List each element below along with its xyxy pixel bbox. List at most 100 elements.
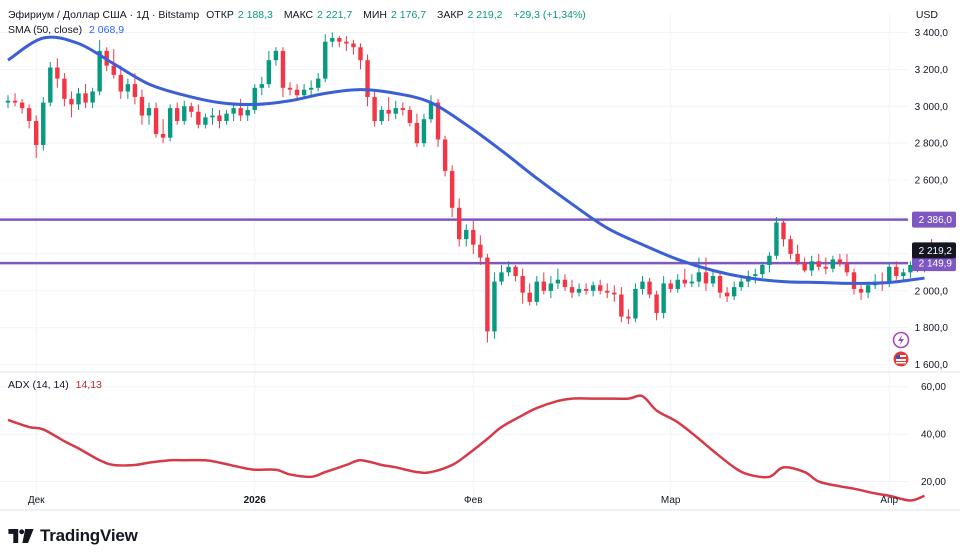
- candle-body: [19, 102, 25, 109]
- candle-body: [118, 74, 123, 92]
- candle: [541, 272, 546, 295]
- candle-body: [351, 43, 356, 48]
- candle: [330, 32, 335, 48]
- brand-name: TradingView: [40, 526, 138, 545]
- candle: [767, 252, 772, 273]
- candle-body: [175, 108, 180, 122]
- sma-label[interactable]: SMA (50, close): [8, 24, 83, 36]
- candle: [837, 253, 843, 267]
- candle: [492, 272, 497, 339]
- adx-label[interactable]: ADX (14, 14): [8, 379, 69, 391]
- candle: [901, 268, 906, 280]
- candle-body: [344, 41, 349, 44]
- candle: [55, 58, 60, 88]
- candle: [774, 216, 779, 260]
- candle: [809, 255, 814, 277]
- price-tick-label: 1 800,0: [915, 323, 949, 334]
- price-axis[interactable]: 1 600,0 1 800,0 2 000,0 2 600,0 2 800,0 3 000…: [915, 28, 949, 371]
- candle: [90, 87, 95, 109]
- high-value: 2 221,7: [317, 9, 353, 21]
- candle: [739, 276, 744, 291]
- candle: [844, 253, 850, 277]
- candle-body: [703, 272, 709, 284]
- candle: [41, 97, 46, 151]
- candle-body: [407, 109, 413, 123]
- currency-label[interactable]: USD: [915, 9, 938, 21]
- tradingview-logo[interactable]: TradingView: [8, 526, 138, 546]
- candle: [555, 268, 561, 289]
- candle: [442, 135, 448, 177]
- low-label: МИН: [363, 9, 388, 21]
- candle-body: [506, 266, 511, 273]
- price-tick-label: 1 600,0: [915, 360, 949, 371]
- candle: [414, 113, 420, 147]
- adx-axis[interactable]: 20,00 40,00 60,00: [921, 382, 946, 488]
- level-price-label-text: 2 386,0: [919, 215, 953, 226]
- sma-legend[interactable]: SMA (50, close) 2 068,9: [8, 24, 128, 36]
- adx-tick-label: 20,00: [921, 477, 946, 488]
- candle: [365, 54, 370, 107]
- candle: [372, 89, 377, 127]
- candle: [323, 34, 328, 83]
- candle-body: [724, 292, 730, 297]
- candle: [703, 257, 709, 291]
- candle-body: [435, 102, 441, 140]
- candle: [802, 257, 807, 273]
- candle: [407, 106, 413, 127]
- candle-body: [224, 113, 229, 122]
- candle: [753, 268, 758, 284]
- candle-body: [12, 100, 18, 103]
- candle: [696, 257, 702, 288]
- candle: [654, 290, 659, 321]
- candle: [308, 80, 314, 98]
- candle-body: [196, 111, 201, 125]
- candle-body: [259, 84, 264, 88]
- candle: [894, 261, 899, 280]
- candle: [146, 102, 152, 125]
- price-labels: 2 386,0 2 149,9 2 219,2: [912, 211, 956, 272]
- candle: [499, 264, 504, 286]
- candle: [351, 39, 356, 55]
- candle: [908, 261, 913, 278]
- high-label: МАКС: [283, 9, 314, 21]
- candle: [590, 281, 596, 297]
- candle-body: [372, 97, 377, 122]
- candle: [576, 283, 582, 297]
- candle-body: [858, 288, 864, 293]
- symbol-title[interactable]: Эфириум / Доллар США · 1Д · Bitstamp: [8, 9, 200, 21]
- candle: [287, 82, 293, 96]
- alert-icon[interactable]: [892, 331, 910, 349]
- candle-body: [294, 89, 300, 96]
- time-axis[interactable]: Дек 2026 Фев Мар Апр: [28, 495, 899, 506]
- candle-body: [612, 292, 617, 295]
- candle: [710, 270, 716, 288]
- candle-body: [153, 108, 159, 134]
- candle: [485, 253, 490, 343]
- candle-body: [527, 292, 532, 302]
- candle: [280, 47, 286, 98]
- candle-body: [62, 78, 67, 99]
- candle: [640, 276, 645, 295]
- level-price-label: 2 386,0: [912, 211, 956, 228]
- candle-body: [590, 285, 596, 291]
- candle-body: [69, 98, 74, 105]
- candle-body: [908, 264, 913, 273]
- flag-icon[interactable]: [893, 351, 909, 367]
- candle-body: [471, 229, 476, 245]
- candle-body: [464, 229, 469, 240]
- candle: [569, 279, 575, 299]
- candle: [661, 276, 666, 319]
- level-price-label-bg: [912, 211, 956, 228]
- candle: [851, 268, 857, 295]
- horizontal-levels: [0, 218, 908, 265]
- candle: [344, 36, 349, 51]
- candle-body: [788, 239, 793, 254]
- candle: [294, 84, 300, 99]
- adx-tick-label: 40,00: [921, 430, 946, 441]
- adx-legend[interactable]: ADX (14, 14) 14,13: [8, 379, 106, 391]
- time-tick-label: Фев: [464, 495, 482, 506]
- candle-body: [139, 97, 145, 116]
- candle-body: [548, 283, 554, 291]
- symbol-legend[interactable]: Эфириум / Доллар США · 1Д · Bitstamp ОТК…: [8, 9, 590, 21]
